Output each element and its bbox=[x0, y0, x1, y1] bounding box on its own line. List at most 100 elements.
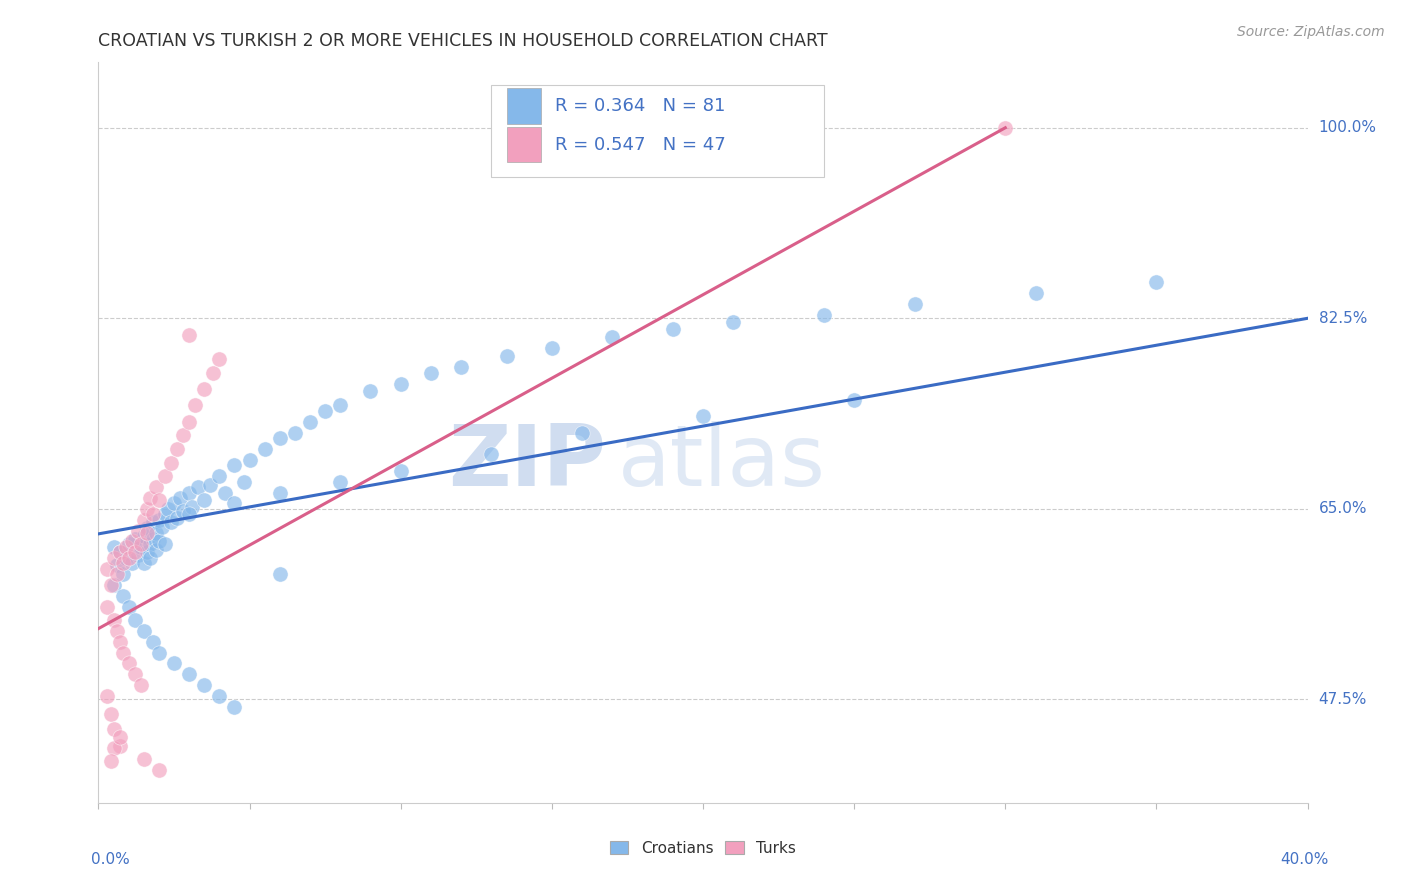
Point bbox=[692, 409, 714, 424]
Point bbox=[904, 297, 927, 311]
Point bbox=[139, 491, 162, 505]
Point bbox=[224, 496, 246, 510]
Text: atlas: atlas bbox=[619, 421, 827, 504]
Point bbox=[100, 706, 122, 721]
Text: R = 0.364   N = 81: R = 0.364 N = 81 bbox=[555, 97, 725, 115]
Point bbox=[129, 678, 152, 692]
Point bbox=[1024, 286, 1046, 301]
Point bbox=[148, 763, 170, 777]
Point bbox=[329, 475, 352, 489]
Point bbox=[96, 562, 118, 576]
Point bbox=[193, 678, 215, 692]
Point bbox=[118, 550, 141, 565]
Point bbox=[224, 458, 246, 473]
Point bbox=[103, 741, 125, 756]
Point bbox=[111, 567, 134, 582]
Point bbox=[103, 613, 125, 627]
Point bbox=[179, 508, 201, 522]
Point bbox=[132, 529, 155, 543]
Point bbox=[420, 366, 443, 380]
Point bbox=[661, 322, 683, 336]
Point bbox=[121, 556, 143, 570]
Point bbox=[200, 478, 222, 492]
Point bbox=[118, 657, 141, 671]
Point bbox=[145, 543, 167, 558]
Point bbox=[142, 515, 165, 529]
Point bbox=[284, 425, 307, 440]
Point bbox=[129, 537, 152, 551]
Point bbox=[124, 667, 146, 681]
Point bbox=[450, 360, 472, 375]
Point bbox=[114, 540, 136, 554]
Point bbox=[96, 689, 118, 703]
Point bbox=[124, 545, 146, 559]
Point bbox=[142, 634, 165, 648]
Point bbox=[127, 524, 149, 538]
Point bbox=[148, 534, 170, 549]
Point bbox=[1144, 276, 1167, 290]
Point bbox=[602, 330, 624, 344]
Point bbox=[132, 513, 155, 527]
Text: 40.0%: 40.0% bbox=[1281, 852, 1329, 867]
Point bbox=[179, 415, 201, 429]
Point bbox=[202, 366, 225, 380]
Point bbox=[224, 700, 246, 714]
Point bbox=[994, 120, 1017, 135]
Point bbox=[329, 398, 352, 412]
Point bbox=[108, 545, 131, 559]
Point bbox=[239, 453, 262, 467]
Text: Source: ZipAtlas.com: Source: ZipAtlas.com bbox=[1237, 25, 1385, 39]
Point bbox=[108, 731, 131, 745]
Point bbox=[179, 485, 201, 500]
Point bbox=[166, 510, 188, 524]
Point bbox=[495, 350, 517, 364]
Point bbox=[108, 739, 131, 754]
Point bbox=[389, 376, 412, 391]
Point bbox=[360, 384, 382, 399]
Point bbox=[124, 613, 146, 627]
Point bbox=[193, 493, 215, 508]
Point bbox=[103, 550, 125, 565]
Point bbox=[208, 689, 231, 703]
Legend: Croatians, Turks: Croatians, Turks bbox=[605, 835, 801, 862]
Point bbox=[142, 508, 165, 522]
Point bbox=[118, 537, 141, 551]
Point bbox=[96, 599, 118, 614]
Point bbox=[114, 550, 136, 565]
Point bbox=[571, 425, 593, 440]
Point bbox=[153, 508, 176, 522]
Point bbox=[135, 501, 157, 516]
Point bbox=[813, 308, 835, 322]
Point bbox=[172, 504, 194, 518]
Point bbox=[299, 415, 322, 429]
Point bbox=[103, 722, 125, 736]
Point bbox=[124, 533, 146, 547]
Point bbox=[389, 464, 412, 478]
Point bbox=[844, 392, 866, 407]
Text: ZIP: ZIP bbox=[449, 421, 606, 504]
Point bbox=[145, 525, 167, 540]
Text: R = 0.547   N = 47: R = 0.547 N = 47 bbox=[555, 136, 727, 153]
Point bbox=[100, 578, 122, 592]
Point bbox=[105, 567, 128, 582]
Text: 65.0%: 65.0% bbox=[1319, 501, 1367, 516]
Point bbox=[172, 427, 194, 442]
Text: CROATIAN VS TURKISH 2 OR MORE VEHICLES IN HOUSEHOLD CORRELATION CHART: CROATIAN VS TURKISH 2 OR MORE VEHICLES I… bbox=[98, 32, 828, 50]
Point bbox=[169, 491, 191, 505]
Point bbox=[179, 667, 201, 681]
Text: 100.0%: 100.0% bbox=[1319, 120, 1376, 136]
Point bbox=[187, 480, 209, 494]
Point bbox=[148, 646, 170, 660]
Point bbox=[153, 469, 176, 483]
Point bbox=[103, 540, 125, 554]
Point bbox=[269, 567, 291, 582]
Point bbox=[160, 456, 183, 470]
Point bbox=[145, 480, 167, 494]
Point bbox=[163, 496, 186, 510]
Text: 47.5%: 47.5% bbox=[1319, 692, 1367, 706]
Point bbox=[179, 327, 201, 342]
Point bbox=[269, 431, 291, 445]
Point bbox=[723, 315, 745, 329]
Point bbox=[139, 537, 162, 551]
Point bbox=[156, 501, 179, 516]
